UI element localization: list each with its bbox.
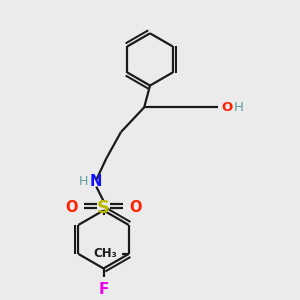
Text: O: O (221, 101, 232, 114)
Text: H: H (234, 101, 244, 114)
Text: H: H (79, 175, 88, 188)
Text: O: O (65, 200, 77, 215)
Text: O: O (130, 200, 142, 215)
Text: CH₃: CH₃ (93, 248, 117, 260)
Text: N: N (90, 174, 103, 189)
Text: S: S (97, 199, 110, 217)
Text: F: F (98, 281, 109, 296)
